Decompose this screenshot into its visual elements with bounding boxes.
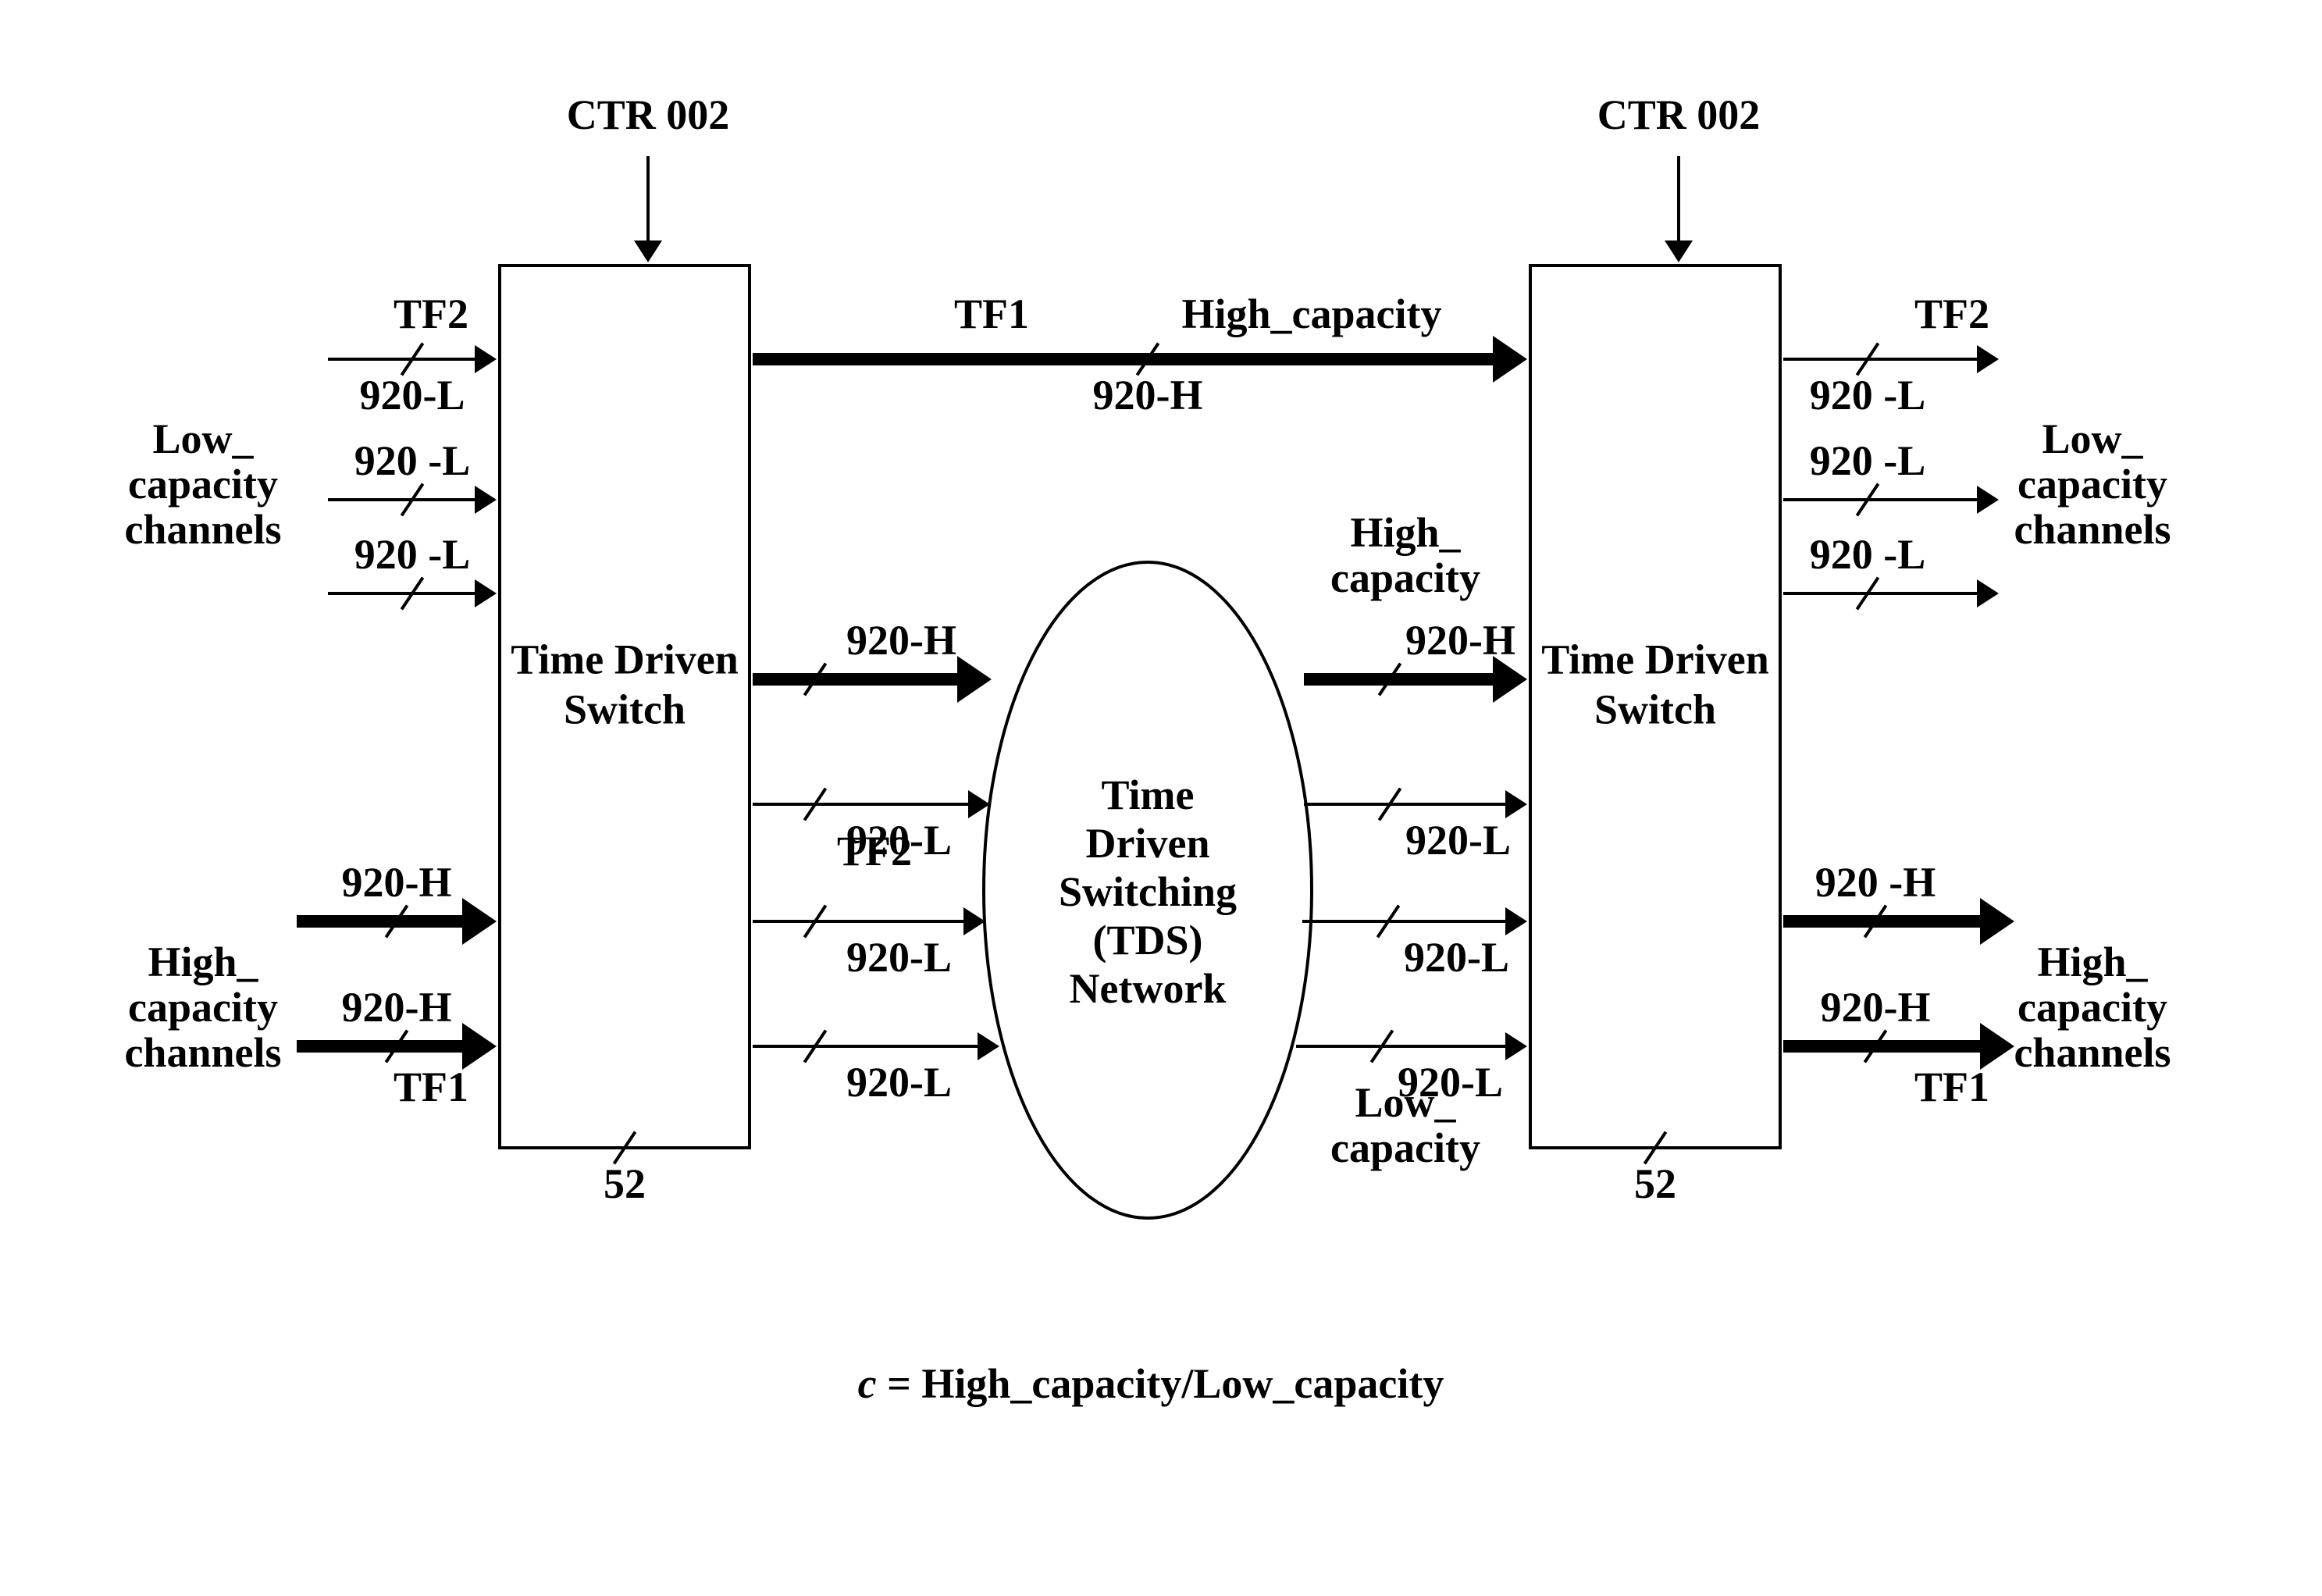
svg-text:Switch: Switch	[1594, 686, 1716, 732]
left-in-arrow-4	[462, 1023, 497, 1070]
left-low-cap-label: capacity	[128, 461, 278, 508]
right-out-ref-2: 920 -L	[1810, 531, 1926, 578]
mid-left-ref-3: 920-L	[846, 1059, 952, 1106]
mid-right-ref-0: 920-H	[1405, 617, 1515, 664]
right-out-arrow-3	[1980, 898, 2014, 945]
mid-right-lowcap-label: capacity	[1330, 1124, 1480, 1171]
ctr-left-label: CTR 002	[567, 91, 730, 138]
right-out-ref-0: 920 -L	[1810, 372, 1926, 419]
footer-equation: c = High_capacity/Low_capacity	[858, 1360, 1444, 1407]
left-high-cap-label: channels	[124, 1029, 281, 1076]
right-low-cap-label: Low_	[2042, 415, 2143, 462]
right-out-arrow-1	[1977, 486, 1999, 514]
mid-right-arrow-2	[1505, 907, 1527, 935]
ctr-right-label: CTR 002	[1597, 91, 1761, 138]
mid-left-ref-2: 920-L	[846, 934, 952, 981]
right-out-ref-1: 920 -L	[1810, 437, 1926, 484]
svg-text:Driven: Driven	[1086, 820, 1210, 867]
mid-left-arrow-3	[978, 1032, 999, 1060]
svg-text:Time Driven: Time Driven	[511, 636, 738, 682]
left-in-arrow-1	[475, 486, 497, 514]
svg-text:Switch: Switch	[564, 686, 686, 732]
svg-text:Switching: Switching	[1059, 868, 1237, 915]
ctr-left-arrow	[634, 240, 662, 262]
left-in-ref-4: 920-H	[342, 984, 452, 1031]
left-low-cap-label: channels	[124, 506, 281, 553]
left-in-arrow-0	[475, 345, 497, 373]
right-high-cap-label: capacity	[2018, 984, 2167, 1031]
left-in-ref-2: 920 -L	[354, 531, 471, 578]
svg-text:Network: Network	[1070, 965, 1227, 1012]
right-out-arrow-0	[1977, 345, 1999, 373]
top-link-arrow	[1493, 336, 1527, 383]
top-link-tf1: TF1	[954, 290, 1029, 337]
right-low-cap-label: channels	[2014, 506, 2171, 553]
left-in-arrow-3	[462, 898, 497, 945]
mid-right-arrow-3	[1505, 1032, 1527, 1060]
mid-left-ref-1: 920-L	[846, 817, 952, 864]
left-high-cap-label: High_	[148, 939, 258, 985]
mid-right-highcap-label: capacity	[1330, 554, 1480, 601]
right-out-arrow-4	[1980, 1023, 2014, 1070]
mid-left-arrow-0	[957, 656, 992, 703]
ctr-right-arrow	[1665, 240, 1693, 262]
svg-text:(TDS): (TDS)	[1092, 917, 1202, 964]
right-high-cap-label: channels	[2014, 1029, 2171, 1076]
mid-left-arrow-2	[963, 907, 985, 935]
mid-right-ref-1: 920-L	[1405, 817, 1511, 864]
right-out-ref-4: 920-H	[1821, 984, 1931, 1031]
right-high-cap-label: High_	[2037, 939, 2148, 985]
left-in-ref-0: 920-L	[360, 372, 465, 419]
mid-right-highcap-label: High_	[1350, 509, 1461, 556]
left-in-arrow-2	[475, 579, 497, 607]
mid-right-ref-3: 920-L	[1398, 1059, 1503, 1106]
right-low-cap-label: capacity	[2018, 461, 2167, 508]
top-link-ref: 920-H	[1093, 372, 1203, 419]
mid-right-arrow-1	[1505, 790, 1527, 818]
left-in-tf1-label: TF1	[394, 1063, 468, 1110]
svg-text:Time: Time	[1102, 771, 1195, 818]
right-out-arrow-2	[1977, 579, 1999, 607]
mid-right-ref-2: 920-L	[1404, 934, 1509, 981]
top-link-highcap: High_capacity	[1182, 290, 1442, 337]
left-high-cap-label: capacity	[128, 984, 278, 1031]
right-out-ref-3: 920 -H	[1815, 859, 1936, 906]
left-low-cap-label: Low_	[152, 415, 254, 462]
right-out-tf2-label: TF2	[1914, 290, 1989, 337]
svg-text:Time Driven: Time Driven	[1541, 636, 1768, 682]
switch-ref-left-label: 52	[604, 1160, 646, 1207]
left-in-tf2-label: TF2	[394, 290, 468, 337]
right-out-tf1-label: TF1	[1914, 1063, 1989, 1110]
left-in-ref-3: 920-H	[342, 859, 452, 906]
switch-ref-right-label: 52	[1634, 1160, 1676, 1207]
mid-left-ref-0: 920-H	[846, 617, 956, 664]
left-in-ref-1: 920 -L	[354, 437, 471, 484]
